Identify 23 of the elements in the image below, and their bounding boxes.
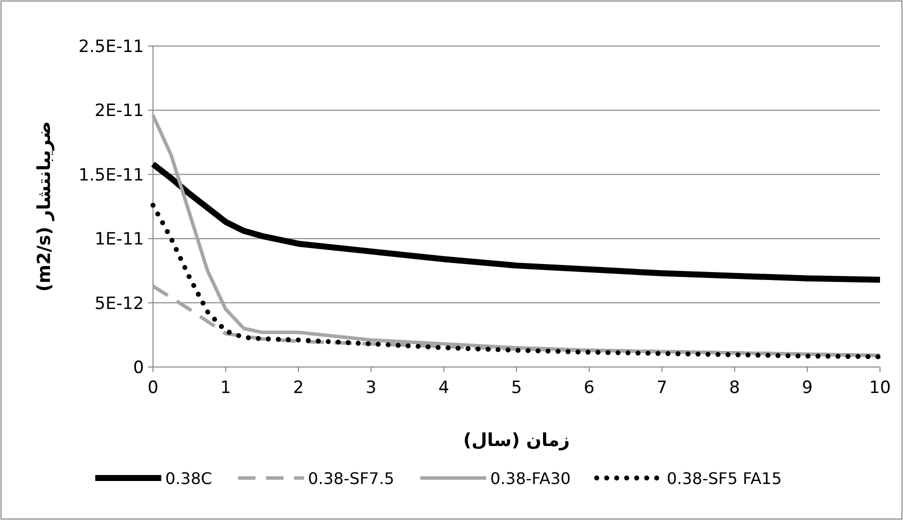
x-tick-label: 9 <box>802 378 813 398</box>
x-tick-label: 0 <box>148 378 158 398</box>
x-tick-label: 2 <box>292 378 304 398</box>
x-tick-label: 7 <box>656 378 668 398</box>
legend-label: 0.38-FA30 <box>490 469 571 488</box>
legend-label: 0.38C <box>165 469 212 488</box>
x-tick-label: 3 <box>366 378 377 398</box>
y-tick-label: 2E-11 <box>94 101 144 122</box>
x-tick-label: 6 <box>584 378 595 398</box>
x-tick-label: 1 <box>220 378 232 398</box>
x-tick-label: 5 <box>511 378 522 398</box>
y-tick-label: 1.5E-11 <box>78 165 144 186</box>
x-axis-title: زمان (سال) <box>463 430 570 451</box>
x-tick-label: 10 <box>869 378 891 398</box>
y-tick-label: 1E-11 <box>94 230 144 250</box>
y-tick-label: 5E-12 <box>94 294 144 314</box>
x-tick-label: 8 <box>729 378 740 398</box>
x-tick-label: 4 <box>438 378 450 398</box>
y-tick-label: 0 <box>133 358 144 378</box>
legend-label: 0.38-SF7.5 <box>308 469 394 488</box>
y-tick-label: 2.5E-11 <box>78 37 144 57</box>
y-axis-title: ضریبانتشار (m2/s) <box>34 121 55 292</box>
legend-label: 0.38-SF5 FA15 <box>666 469 782 488</box>
